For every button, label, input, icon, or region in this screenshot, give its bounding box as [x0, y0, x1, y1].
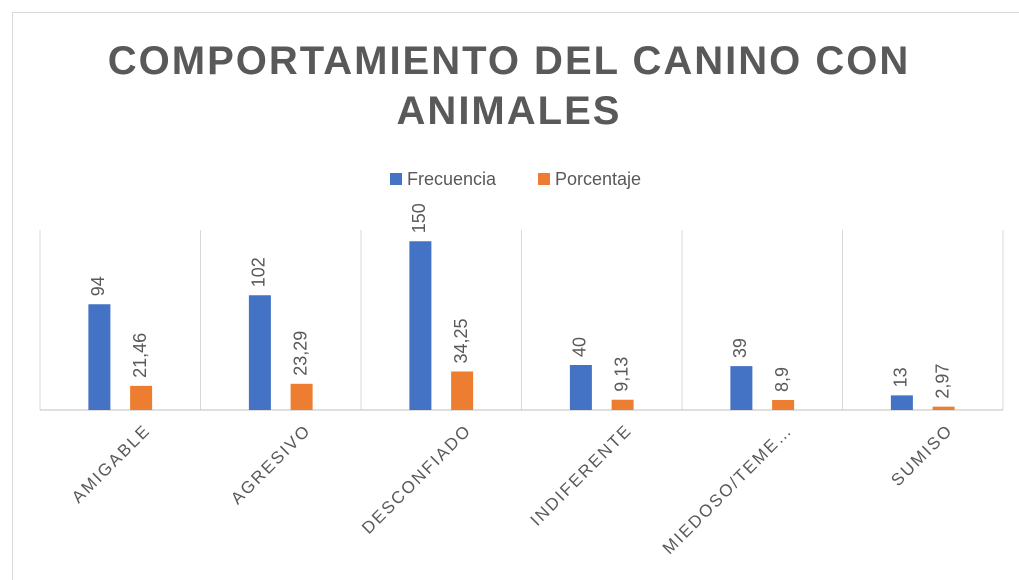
- data-label: 23,29: [290, 331, 310, 376]
- bar: [730, 366, 753, 410]
- chart-title: COMPORTAMIENTO DEL CANINO CON ANIMALES: [107, 39, 911, 133]
- bar: [88, 304, 111, 410]
- data-label: 2,97: [932, 364, 952, 399]
- legend-label: Porcentaje: [555, 169, 641, 189]
- data-label: 94: [88, 276, 108, 296]
- data-label: 9,13: [611, 357, 631, 392]
- data-label: 21,46: [130, 333, 150, 378]
- chart-border: [12, 12, 1019, 580]
- x-tick-label: AGRESIVO: [227, 421, 315, 509]
- x-tick-label: SUMISO: [887, 421, 956, 490]
- bar: [130, 385, 153, 410]
- bar: [290, 383, 313, 410]
- x-tick-label: AMIGABLE: [68, 421, 154, 507]
- bar: [611, 399, 634, 410]
- bar: [890, 395, 913, 410]
- bar: [451, 371, 474, 410]
- bar: [569, 365, 592, 410]
- x-tick-label: MIEDOSO/TEME…: [659, 421, 796, 558]
- x-tick-label: DESCONFIADO: [358, 421, 475, 538]
- data-label: 13: [891, 367, 911, 387]
- data-label: 39: [730, 338, 750, 358]
- legend-label: Frecuencia: [407, 169, 497, 189]
- bar: [772, 399, 795, 410]
- bar: [409, 241, 432, 410]
- bar: [932, 406, 955, 410]
- legend-swatch: [538, 173, 550, 185]
- bar: [248, 295, 271, 410]
- data-label: 150: [409, 203, 429, 233]
- data-label: 102: [249, 257, 269, 287]
- data-label: 34,25: [451, 318, 471, 363]
- data-label: 40: [570, 337, 590, 357]
- legend-swatch: [390, 173, 402, 185]
- data-label: 8,9: [772, 367, 792, 392]
- x-tick-label: INDIFERENTE: [527, 421, 636, 530]
